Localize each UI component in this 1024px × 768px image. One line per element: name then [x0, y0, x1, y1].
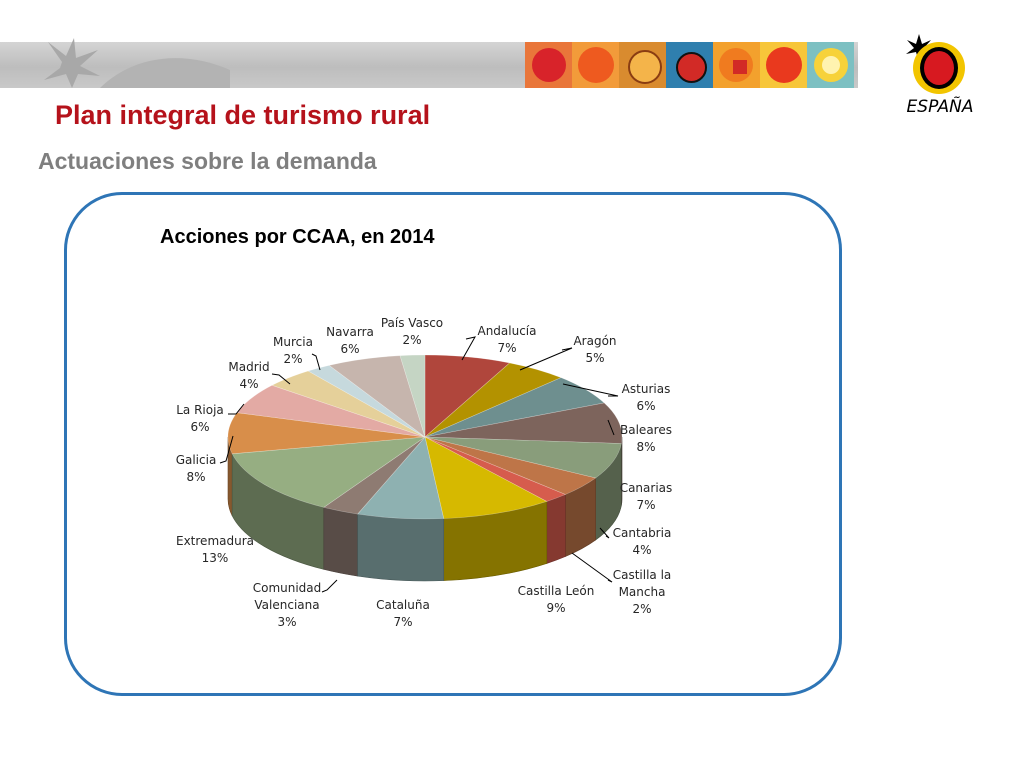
data-label-navarra: Navarra 6% — [326, 325, 374, 356]
tourism-tiles-strip — [525, 42, 854, 88]
spain-logo: ESPAÑA — [906, 34, 974, 117]
pie-slice-andalucia — [424, 354, 511, 438]
leader-line-aragon — [519, 347, 573, 371]
starburst-sun-icon — [807, 42, 854, 88]
page-title: Plan integral de turismo rural — [55, 100, 431, 130]
leader-line-la-rioja — [228, 403, 245, 415]
leader-line-andalucia — [461, 336, 476, 361]
data-label-galicia: Galicia 8% — [176, 453, 217, 484]
data-label-andalucia: Andalucía 7% — [477, 324, 536, 355]
data-label-aragon: Aragón 5% — [573, 334, 616, 365]
logo-sun-red — [924, 51, 954, 85]
pie-leaders — [219, 336, 619, 593]
chart-title: Acciones por CCAA, en 2014 — [160, 226, 435, 248]
pie-slice-baleares — [424, 402, 623, 444]
pie-slice-canarias — [424, 436, 622, 479]
pie-slice-murcia — [307, 365, 426, 438]
leader-line-murcia — [311, 353, 321, 371]
yellow-sun-icon — [760, 42, 807, 88]
leader-line-baleares — [607, 419, 615, 436]
data-label-la-rioja: La Rioja 6% — [176, 403, 224, 434]
data-label-pais-vasco: País Vasco 2% — [381, 316, 443, 347]
pie-slice-cataluna — [357, 436, 445, 520]
data-label-canarias: Canarias 7% — [620, 481, 673, 512]
data-label-extremadura: Extremadura 13% — [176, 534, 254, 565]
banner-swoosh — [100, 58, 230, 88]
pie-slice-extremadura — [231, 436, 427, 508]
leader-line-asturias — [562, 383, 619, 397]
red-sun-icon — [525, 42, 572, 88]
pie-side-castilla-la-mancha — [546, 494, 566, 564]
shell-icon — [619, 42, 666, 88]
banner-decoration — [44, 38, 230, 88]
pie-slice-castilla-la-mancha — [424, 436, 567, 502]
orange-sun-icon — [572, 42, 619, 88]
pie-side-comunidad-valenciana — [323, 506, 358, 577]
data-label-castilla-leon: Castilla León 9% — [518, 584, 595, 615]
pie-slice-madrid — [271, 370, 426, 438]
logo-wordmark: ESPAÑA — [907, 95, 974, 117]
pie-slice-aragon — [424, 362, 562, 438]
data-label-murcia: Murcia 2% — [273, 335, 313, 366]
leaf-star-icon — [44, 38, 100, 88]
red-square-sun-icon — [713, 42, 760, 88]
black-star-icon — [906, 34, 932, 62]
pie-slice-castilla-leon — [424, 436, 548, 519]
pie-slice-pais-vasco — [399, 354, 426, 438]
page-subtitle: Actuaciones sobre la demanda — [38, 148, 377, 174]
ladybug-icon — [666, 42, 713, 88]
pie-slice-asturias — [424, 377, 605, 438]
leader-line-castilla-la-mancha — [571, 552, 613, 583]
pie-top — [227, 354, 623, 520]
pie-labels: Andalucía 7% Aragón 5%Asturias 6% Baleares 8% C… — [176, 316, 673, 629]
leader-line-madrid — [271, 373, 291, 385]
data-label-comunidad-valenciana: Comunidad Valenciana 3% — [253, 581, 322, 629]
data-label-cantabria: Cantabria 4% — [613, 526, 672, 557]
pie-side-cataluna — [357, 513, 445, 582]
pie-slice-navarra — [328, 355, 426, 438]
leader-line-galicia — [219, 435, 234, 464]
data-label-cataluna: Cataluña 7% — [376, 598, 430, 629]
pie-slice-cantabria — [424, 436, 597, 495]
pie-slice-comunidad-valenciana — [323, 436, 426, 515]
data-label-madrid: Madrid 4% — [228, 360, 269, 391]
data-label-baleares: Baleares 8% — [620, 423, 672, 454]
pie-sides — [227, 436, 623, 582]
leader-line-comunidad-valenciana — [321, 579, 338, 593]
data-label-asturias: Asturias 6% — [622, 382, 671, 413]
leader-line-cantabria — [599, 527, 610, 539]
data-label-castilla-la-mancha: Castilla la Mancha 2% — [613, 568, 672, 616]
